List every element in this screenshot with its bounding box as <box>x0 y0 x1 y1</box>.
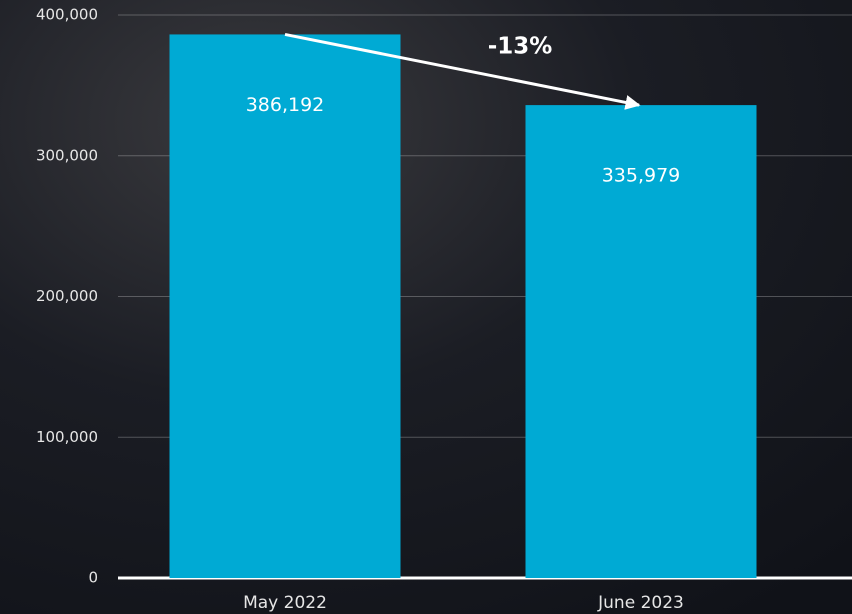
y-tick-label: 300,000 <box>36 146 98 164</box>
value-label: 386,192 <box>246 94 325 116</box>
y-tick-label: 100,000 <box>36 428 98 446</box>
bar <box>169 34 401 579</box>
y-tick-label: 0 <box>88 569 98 587</box>
x-tick-label: June 2023 <box>597 593 684 613</box>
change-arrow <box>284 32 641 110</box>
x-tick-label: May 2022 <box>243 593 327 613</box>
bar <box>525 105 757 578</box>
value-label: 335,979 <box>602 165 681 187</box>
change-annotation: -13% <box>488 34 553 60</box>
y-tick-label: 400,000 <box>36 6 98 24</box>
labels: 0 100,000 200,000 300,000 400,000 May 2022 386… <box>36 6 684 614</box>
y-tick-label: 200,000 <box>36 287 98 305</box>
bars <box>169 34 757 579</box>
